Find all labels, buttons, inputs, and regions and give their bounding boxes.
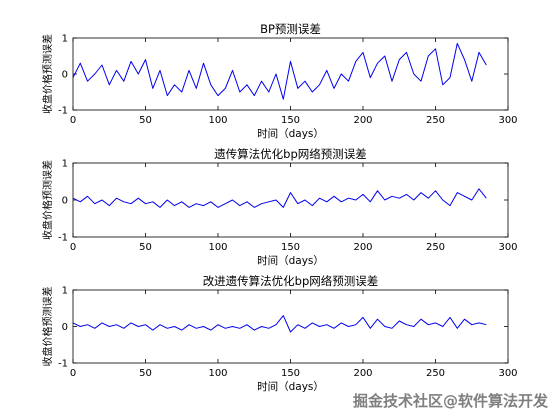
x-tick-label: 250 — [426, 115, 445, 126]
error-series-line — [72, 315, 487, 333]
x-tick-label: 100 — [208, 242, 227, 253]
y-tick-label: -1 — [58, 359, 68, 370]
subplot-title: 改进遗传算法优化bp网络预测误差 — [203, 274, 379, 288]
error-series-line — [72, 188, 487, 208]
y-axis-label: 收盘价格预测误差 — [41, 287, 54, 367]
y-axis-label: 收盘价格预测误差 — [41, 34, 54, 114]
y-tick-label: 0 — [62, 70, 68, 81]
subplot-title: 遗传算法优化bp网络预测误差 — [214, 147, 367, 161]
y-tick-label: 0 — [62, 322, 68, 333]
x-tick-label: 200 — [353, 242, 372, 253]
watermark-text: 掘金技术社区@软件算法开发 — [353, 392, 549, 410]
y-axis-label: 收盘价格预测误差 — [41, 160, 54, 240]
x-tick-label: 250 — [426, 368, 445, 379]
subplot-ga-bp-error: 0 50 100 150 200 250 300-101遗传算法优化bp网络预测误差时间（d… — [41, 147, 518, 267]
x-tick-label: 0 — [70, 368, 76, 379]
x-tick-label: 300 — [498, 368, 517, 379]
x-tick-label: 250 — [426, 242, 445, 253]
x-axis-label: 时间（days） — [257, 127, 324, 140]
x-tick-label: 0 — [70, 115, 76, 126]
x-tick-label: 150 — [281, 115, 300, 126]
x-tick-label: 50 — [139, 115, 152, 126]
x-axis-label: 时间（days） — [257, 254, 324, 267]
x-axis-label: 时间（days） — [257, 380, 324, 393]
x-tick-label: 100 — [208, 115, 227, 126]
x-tick-label: 50 — [139, 242, 152, 253]
y-tick-label: -1 — [58, 233, 68, 244]
error-series-line — [72, 42, 487, 100]
y-tick-label: 1 — [62, 34, 68, 45]
subplot-bp-error: 0 50 100 150 200 250 300-101BP预测误差时间（days）收盘价格… — [41, 22, 518, 140]
x-tick-label: 0 — [70, 242, 76, 253]
x-tick-label: 150 — [281, 242, 300, 253]
subplot-improved-ga-bp-error: 0 50 100 150 200 250 300-101改进遗传算法优化bp网络预测误差时间… — [41, 274, 518, 393]
plot-frame — [72, 289, 509, 364]
y-tick-label: 1 — [62, 159, 68, 170]
x-tick-label: 200 — [353, 368, 372, 379]
y-tick-label: 0 — [62, 196, 68, 207]
subplot-title: BP预测误差 — [260, 22, 321, 36]
x-tick-label: 300 — [498, 242, 517, 253]
x-tick-label: 100 — [208, 368, 227, 379]
x-tick-label: 300 — [498, 115, 517, 126]
x-tick-label: 150 — [281, 368, 300, 379]
y-tick-label: 1 — [62, 286, 68, 297]
x-tick-label: 50 — [139, 368, 152, 379]
y-tick-label: -1 — [58, 106, 68, 117]
x-tick-label: 200 — [353, 115, 372, 126]
